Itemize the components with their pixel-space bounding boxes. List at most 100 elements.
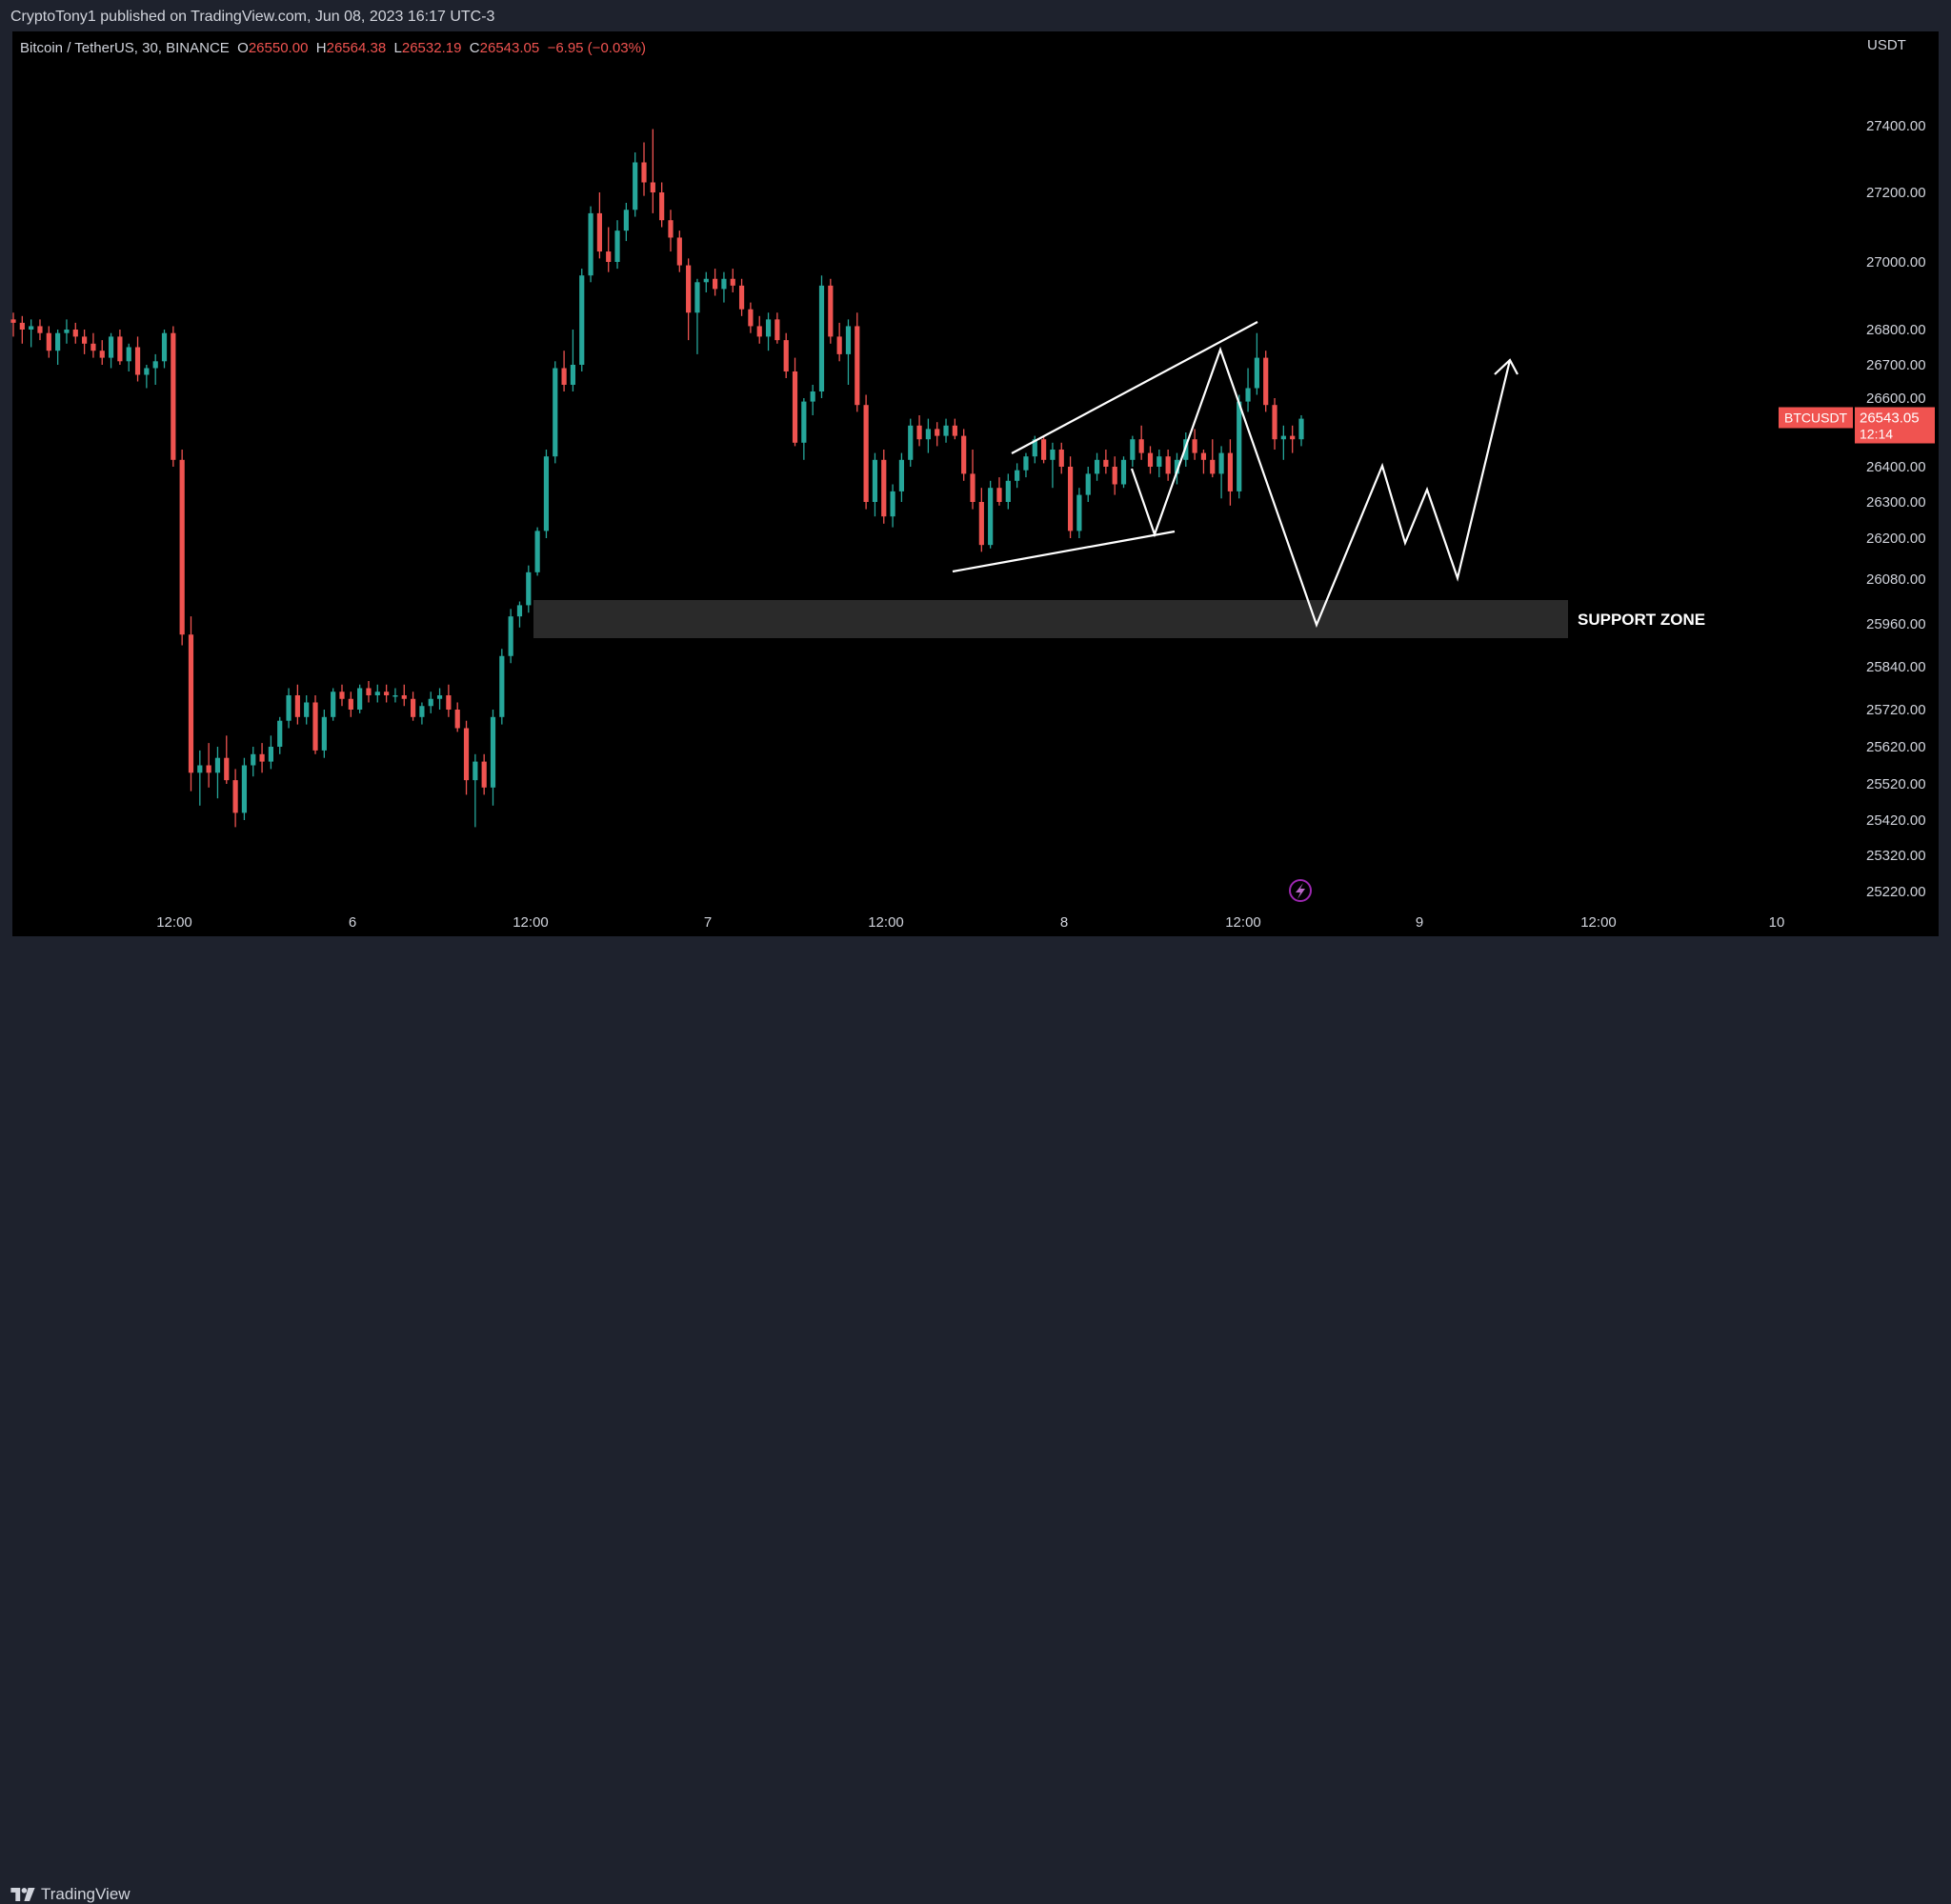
candle bbox=[553, 361, 558, 464]
candle-body bbox=[161, 332, 168, 362]
candle bbox=[1085, 467, 1091, 502]
candle bbox=[765, 312, 772, 351]
legend-open-label: O bbox=[237, 40, 249, 56]
candle-body bbox=[1023, 456, 1029, 471]
candle-body bbox=[828, 285, 834, 337]
pattern-zigzag bbox=[1130, 346, 1512, 629]
candle-body bbox=[401, 695, 407, 699]
candle bbox=[810, 385, 815, 415]
lightning-icon[interactable] bbox=[1289, 879, 1312, 902]
candle bbox=[436, 688, 443, 710]
candle bbox=[490, 710, 496, 806]
candle bbox=[623, 202, 629, 242]
tradingview-logo[interactable]: TradingView bbox=[10, 1885, 131, 1904]
candle bbox=[454, 702, 460, 732]
candle-body bbox=[970, 473, 976, 502]
candle-body bbox=[286, 695, 292, 721]
candle-body bbox=[961, 435, 967, 474]
candle-body bbox=[99, 351, 105, 358]
candle-body bbox=[898, 459, 905, 491]
candle bbox=[996, 477, 1002, 506]
candle bbox=[908, 418, 914, 467]
candle-body bbox=[935, 429, 940, 436]
time-axis-tick: 10 bbox=[1769, 914, 1785, 931]
time-axis-tick: 12:00 bbox=[513, 914, 549, 931]
candle bbox=[596, 192, 602, 259]
candle-body bbox=[1112, 467, 1117, 485]
legend-close: 26543.05 bbox=[479, 40, 540, 56]
candle bbox=[738, 278, 745, 316]
candles-layer bbox=[10, 129, 1304, 828]
candle-body bbox=[1076, 494, 1082, 531]
price-axis-tick: 27400.00 bbox=[1866, 118, 1926, 134]
candle-body bbox=[952, 425, 957, 436]
candle-body bbox=[1165, 456, 1171, 474]
candle bbox=[686, 258, 692, 341]
candle-body bbox=[686, 265, 692, 313]
candle-body bbox=[553, 368, 558, 457]
ticker-tag-bg bbox=[1779, 407, 1853, 429]
candle-body bbox=[1192, 439, 1197, 453]
candle bbox=[366, 681, 372, 703]
candle-body bbox=[855, 326, 860, 406]
candle-body bbox=[134, 347, 141, 375]
candle-body bbox=[37, 326, 43, 333]
candle-body bbox=[606, 251, 612, 262]
candle bbox=[881, 450, 887, 524]
candle bbox=[935, 422, 940, 447]
candle-body bbox=[251, 753, 256, 766]
candle bbox=[774, 312, 780, 344]
candle bbox=[1067, 456, 1074, 538]
published-info: CryptoTony1 published on TradingView.com… bbox=[10, 9, 495, 25]
candle bbox=[1157, 450, 1162, 478]
candle-body bbox=[1130, 439, 1136, 460]
candle-body bbox=[144, 368, 150, 375]
legend-low: 26532.19 bbox=[401, 40, 462, 56]
candle-body bbox=[1263, 357, 1269, 406]
candle-body bbox=[331, 691, 336, 717]
candle-body bbox=[818, 285, 825, 391]
legend-high: 26564.38 bbox=[326, 40, 387, 56]
arrow-head bbox=[1494, 358, 1519, 375]
price-axis-tick: 25520.00 bbox=[1866, 776, 1926, 792]
time-axis[interactable]: 12:00 6 12:00 7 12:00 8 12:00 9 12:00 10 bbox=[156, 914, 1784, 931]
candle bbox=[845, 319, 852, 385]
candle-body bbox=[81, 336, 88, 344]
candlestick-chart[interactable]: SUPPORT ZONE USDT 27400.00 27200.00 27000.0… bbox=[0, 0, 1951, 977]
candle-body bbox=[721, 278, 727, 290]
candle-body bbox=[1290, 435, 1296, 440]
price-axis-tick: 26080.00 bbox=[1866, 571, 1926, 588]
candle-body bbox=[641, 162, 647, 183]
candle bbox=[1147, 446, 1154, 474]
candle bbox=[277, 716, 283, 754]
candle-body bbox=[214, 757, 221, 773]
candle-body bbox=[392, 695, 398, 697]
candle bbox=[117, 330, 123, 365]
candle bbox=[91, 332, 96, 358]
candle-body bbox=[1041, 439, 1047, 460]
candle bbox=[206, 743, 211, 788]
price-axis[interactable]: USDT 27400.00 27200.00 27000.00 26800.00 2670… bbox=[1866, 37, 1926, 900]
price-axis-tick: 25320.00 bbox=[1866, 848, 1926, 864]
candle bbox=[1227, 439, 1234, 506]
chart-panel[interactable] bbox=[12, 31, 1939, 936]
candle-body bbox=[543, 456, 550, 531]
candle-body bbox=[1245, 388, 1251, 402]
candle-body bbox=[1015, 470, 1020, 481]
candle bbox=[792, 357, 798, 447]
candle bbox=[1015, 463, 1020, 489]
candle bbox=[526, 565, 532, 613]
price-axis-tick: 26400.00 bbox=[1866, 459, 1926, 475]
candle bbox=[251, 747, 256, 777]
wedge-upper-line bbox=[1011, 321, 1258, 454]
candle-body bbox=[55, 332, 61, 351]
candle bbox=[374, 684, 380, 703]
time-axis-tick: 12:00 bbox=[868, 914, 904, 931]
candle-body bbox=[241, 765, 248, 813]
price-axis-tick: 26600.00 bbox=[1866, 391, 1926, 407]
candle-body bbox=[1174, 459, 1180, 474]
candle-body bbox=[410, 698, 416, 717]
candle bbox=[961, 429, 967, 481]
candle bbox=[508, 609, 513, 664]
candle-countdown: 12:14 bbox=[1860, 427, 1893, 442]
